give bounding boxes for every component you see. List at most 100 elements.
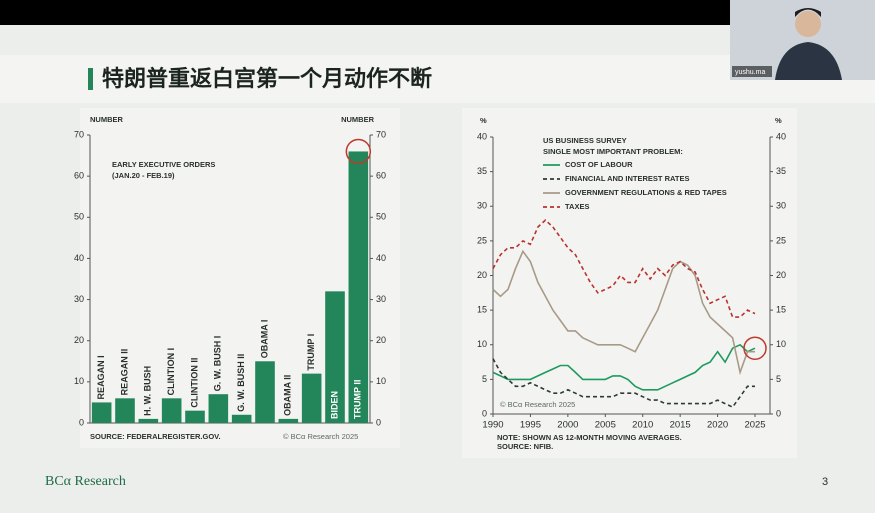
category-label: CLINTION I <box>166 348 176 396</box>
y-tick-label: 20 <box>74 335 84 345</box>
x-tick-label: 2010 <box>632 420 653 431</box>
x-tick-label: 2025 <box>744 420 765 431</box>
y-tick-label: 35 <box>477 166 487 176</box>
x-tick-label: 2020 <box>707 420 728 431</box>
y-tick-label: 70 <box>74 129 84 139</box>
y2-tick-label: 30 <box>376 294 386 304</box>
category-label: H. W. BUSH <box>143 366 153 416</box>
series-line <box>492 343 756 391</box>
category-label: CLINTION II <box>189 358 199 408</box>
annotation: (JAN.20 - FEB.19) <box>112 171 175 180</box>
webcam: yushu.ma <box>730 0 875 80</box>
title-accent <box>88 68 93 90</box>
bar <box>115 398 135 423</box>
bar <box>138 418 159 423</box>
copyright: © BCα Research 2025 <box>283 432 358 441</box>
y2-tick-label: 50 <box>376 212 386 222</box>
series-line <box>492 358 755 409</box>
category-label: REAGAN I <box>96 355 106 399</box>
chart-title: US BUSINESS SURVEY <box>543 136 627 145</box>
y2-tick-label: 15 <box>776 305 786 315</box>
y2-tick-label: 5 <box>776 374 781 384</box>
chart-title: SINGLE MOST IMPORTANT PROBLEM: <box>543 147 683 156</box>
x-tick-label: 1995 <box>520 420 541 431</box>
slide-title: 特朗普重返白宫第一个月动作不断 <box>102 66 432 92</box>
webcam-name-bg <box>732 66 772 77</box>
category-label: OBAMA I <box>259 320 269 359</box>
source: SOURCE: FEDERALREGISTER.GOV. <box>90 432 221 441</box>
highlight-circle <box>345 138 372 165</box>
webcam-hair <box>795 8 821 17</box>
chart-panel <box>80 108 400 448</box>
bar <box>348 151 369 423</box>
y2-tick-label: 70 <box>376 129 386 139</box>
y-tick-label: 40 <box>74 253 84 263</box>
series-line <box>492 249 755 376</box>
category-label: G. W. BUSH II <box>236 354 246 412</box>
category-label: BIDEN <box>329 391 339 419</box>
annotation: EARLY EXECUTIVE ORDERS <box>112 160 215 169</box>
copyright: © BCα Research 2025 <box>500 400 575 409</box>
category-label: TRUMP I <box>306 334 316 371</box>
x-tick-label: 2005 <box>595 420 616 431</box>
y-tick-label: 0 <box>482 408 487 418</box>
y-tick-label: 5 <box>482 374 487 384</box>
webcam-head <box>795 11 821 37</box>
y2-tick-label: 40 <box>776 131 786 141</box>
y2-tick-label: 60 <box>376 171 386 181</box>
category-label: G. W. BUSH I <box>213 336 223 392</box>
legend-label: COST OF LABOUR <box>565 160 633 169</box>
y-axis-label: NUMBER <box>90 115 123 124</box>
highlight-circle <box>743 336 767 360</box>
y2-tick-label: 20 <box>776 270 786 280</box>
y-tick-label: 20 <box>477 270 487 280</box>
y-tick-label: 25 <box>477 235 487 245</box>
y-tick-label: 10 <box>477 339 487 349</box>
y2-tick-label: 20 <box>376 335 386 345</box>
y2-tick-label: 0 <box>776 408 781 418</box>
bar <box>325 291 345 423</box>
bar <box>231 414 252 423</box>
bar <box>255 361 275 423</box>
series-line <box>492 219 756 318</box>
y2-tick-label: 30 <box>776 201 786 211</box>
y2-tick-label: 10 <box>376 376 386 386</box>
y2-tick-label: 10 <box>776 339 786 349</box>
x-tick-label: 2000 <box>557 420 578 431</box>
category-label: OBAMA II <box>283 375 293 416</box>
legend-label: FINANCIAL AND INTEREST RATES <box>565 174 689 183</box>
y2-tick-label: 25 <box>776 235 786 245</box>
y-tick-label: 15 <box>477 305 487 315</box>
y2-axis-label: % <box>775 116 782 125</box>
title-band <box>0 55 875 103</box>
note: SOURCE: NFIB. <box>497 442 553 451</box>
y2-tick-label: 35 <box>776 166 786 176</box>
y-axis-label: % <box>480 116 487 125</box>
y2-tick-label: 40 <box>376 253 386 263</box>
y-tick-label: 10 <box>74 376 84 386</box>
footer-brand: BCα Research <box>45 474 126 489</box>
y-tick-label: 30 <box>477 201 487 211</box>
bar <box>91 402 112 423</box>
bar <box>208 394 229 423</box>
x-tick-label: 1990 <box>482 420 503 431</box>
legend-label: GOVERNMENT REGULATIONS & RED TAPES <box>565 188 727 197</box>
bar <box>161 398 182 423</box>
category-label: REAGAN II <box>119 349 129 396</box>
y2-tick-label: 0 <box>376 417 381 427</box>
page-number: 3 <box>822 476 828 488</box>
webcam-body <box>775 42 842 80</box>
y-tick-label: 0 <box>79 417 84 427</box>
y2-axis-label: NUMBER <box>341 115 374 124</box>
y-tick-label: 30 <box>74 294 84 304</box>
y-tick-label: 50 <box>74 212 84 222</box>
y-tick-label: 60 <box>74 171 84 181</box>
top-band <box>0 0 875 25</box>
category-label: TRUMP II <box>353 380 363 419</box>
webcam-name: yushu.ma <box>735 69 765 76</box>
bar <box>278 418 299 423</box>
x-tick-label: 2015 <box>670 420 691 431</box>
legend-label: TAXES <box>565 202 589 211</box>
